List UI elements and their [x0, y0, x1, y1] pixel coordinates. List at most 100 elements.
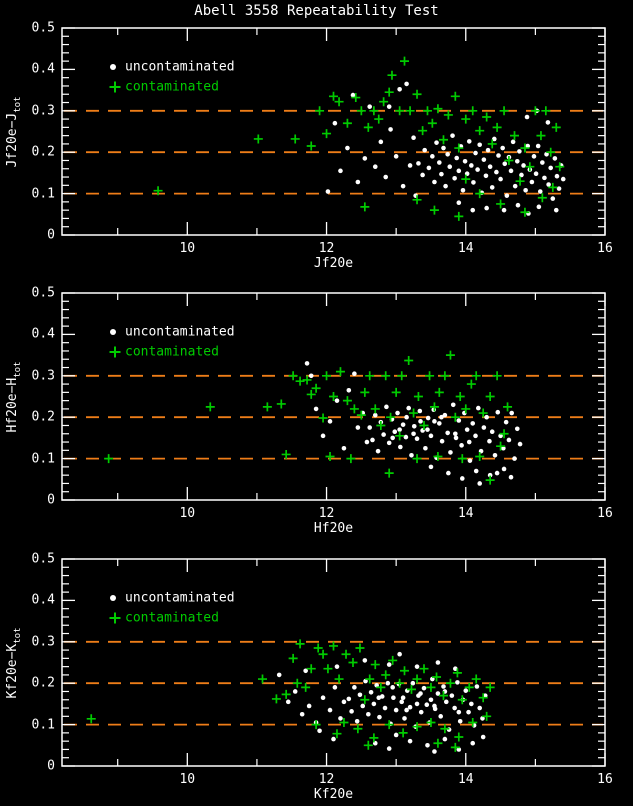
data-point-uncontaminated — [481, 157, 487, 162]
data-point-contaminated — [492, 371, 502, 381]
data-point-contaminated — [86, 714, 96, 724]
y-tick-label: 0 — [47, 758, 55, 774]
y-tick-label: 0.4 — [31, 61, 55, 77]
data-point-uncontaminated — [437, 421, 442, 426]
data-point-contaminated — [400, 666, 410, 676]
data-point-uncontaminated — [377, 714, 382, 720]
data-point-contaminated — [496, 441, 506, 451]
data-point-uncontaminated — [363, 678, 368, 684]
data-point-contaminated — [395, 678, 405, 688]
data-point-contaminated — [450, 91, 460, 101]
data-point-uncontaminated — [504, 193, 510, 198]
data-point-contaminated — [471, 674, 481, 684]
data-point-uncontaminated — [376, 695, 382, 700]
legend-uncontaminated-label: uncontaminated — [125, 59, 235, 75]
data-point-uncontaminated — [535, 143, 541, 149]
data-point-contaminated — [429, 402, 439, 412]
data-point-uncontaminated — [531, 154, 537, 159]
data-point-uncontaminated — [346, 696, 352, 702]
data-point-uncontaminated — [382, 705, 388, 711]
data-point-contaminated — [318, 413, 328, 423]
data-point-contaminated — [370, 404, 380, 414]
data-point-uncontaminated — [466, 139, 472, 144]
data-point-contaminated — [461, 114, 471, 124]
data-point-uncontaminated — [510, 139, 516, 145]
data-point-contaminated — [475, 126, 485, 136]
legend-uncontaminated-label: uncontaminated — [125, 590, 235, 606]
data-point-contaminated — [412, 89, 422, 99]
data-point-uncontaminated — [398, 444, 403, 450]
data-point-contaminated — [384, 720, 394, 730]
data-point-uncontaminated — [449, 693, 455, 698]
y-tick-label: 0.2 — [31, 144, 55, 160]
data-point-uncontaminated — [498, 433, 503, 439]
y-tick-label: 0.3 — [31, 634, 55, 650]
data-point-uncontaminated — [430, 676, 435, 682]
data-point-contaminated — [342, 118, 352, 128]
y-axis-label-subscript: tot — [12, 95, 23, 113]
legend-uncontaminated-marker — [110, 64, 116, 70]
data-point-contaminated — [339, 718, 349, 728]
data-point-uncontaminated — [517, 149, 522, 154]
data-point-uncontaminated — [391, 695, 396, 700]
data-point-uncontaminated — [404, 707, 409, 713]
data-point-contaminated — [332, 729, 342, 739]
data-point-uncontaminated — [352, 371, 357, 377]
data-point-uncontaminated — [475, 167, 480, 172]
data-point-uncontaminated — [501, 466, 507, 472]
data-point-uncontaminated — [482, 693, 488, 698]
data-point-contaminated — [525, 162, 535, 172]
y-tick-label: 0.1 — [31, 717, 55, 733]
data-point-uncontaminated — [462, 159, 468, 164]
data-point-contaminated — [379, 97, 389, 107]
data-point-contaminated — [412, 454, 422, 464]
plot-border — [61, 292, 606, 501]
data-point-contaminated — [381, 670, 391, 680]
data-point-contaminated — [397, 371, 407, 381]
data-point-uncontaminated — [397, 427, 402, 432]
data-point-uncontaminated — [453, 666, 458, 672]
data-point-uncontaminated — [390, 685, 395, 690]
data-point-contaminated — [551, 122, 561, 132]
data-point-uncontaminated — [428, 433, 434, 439]
data-point-contaminated — [466, 379, 476, 389]
y-axis-label-subscript: tot — [12, 626, 23, 644]
data-point-contaminated — [454, 143, 464, 153]
data-point-contaminated — [335, 367, 345, 377]
data-point-contaminated — [311, 720, 321, 730]
y-tick-label: 0.5 — [31, 285, 55, 301]
data-point-uncontaminated — [442, 412, 448, 418]
data-point-uncontaminated — [386, 662, 392, 667]
x-axis-label: Jf20e — [313, 256, 354, 271]
data-point-contaminated — [548, 182, 558, 192]
data-point-uncontaminated — [498, 176, 503, 182]
data-point-uncontaminated — [470, 207, 476, 213]
data-point-uncontaminated — [453, 431, 458, 437]
data-point-contaminated — [412, 722, 422, 732]
data-point-uncontaminated — [469, 701, 474, 707]
data-point-uncontaminated — [418, 691, 423, 696]
data-point-uncontaminated — [456, 200, 462, 206]
legend-contaminated-marker — [109, 346, 121, 358]
data-point-contaminated — [457, 454, 467, 464]
data-point-uncontaminated — [540, 160, 545, 165]
data-point-contaminated — [311, 383, 321, 393]
data-point-contaminated — [292, 678, 302, 688]
data-point-uncontaminated — [407, 704, 413, 710]
data-point-contaminated — [485, 475, 495, 485]
data-point-contaminated — [537, 193, 547, 203]
data-point-uncontaminated — [378, 139, 384, 145]
data-point-uncontaminated — [422, 147, 427, 153]
data-point-uncontaminated — [317, 728, 322, 734]
x-tick-label: 16 — [597, 506, 613, 521]
data-point-uncontaminated — [445, 151, 450, 157]
data-point-uncontaminated — [525, 143, 531, 149]
data-point-uncontaminated — [430, 154, 435, 159]
data-point-uncontaminated — [354, 718, 360, 724]
data-point-uncontaminated — [379, 694, 385, 699]
data-point-contaminated — [515, 176, 525, 186]
data-point-contaminated — [445, 350, 455, 360]
data-point-uncontaminated — [425, 415, 431, 421]
data-point-uncontaminated — [481, 425, 487, 430]
data-point-contaminated — [322, 371, 332, 381]
